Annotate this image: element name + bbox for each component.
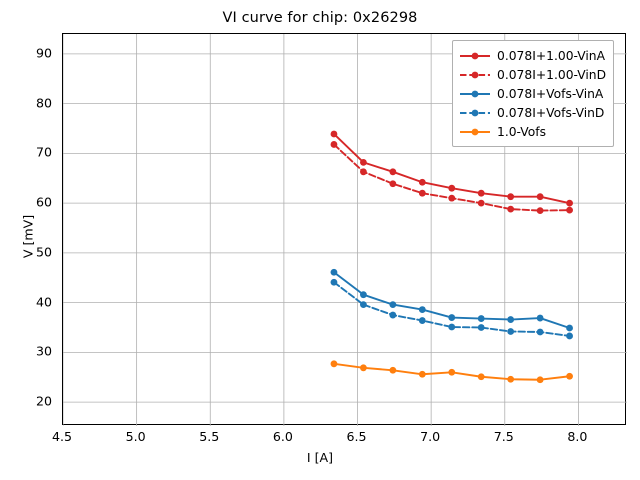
legend-label: 0.078I+Vofs-VinA — [497, 86, 604, 101]
data-point-marker — [477, 324, 485, 331]
x-axis-tick-label: 8.0 — [567, 429, 588, 444]
x-axis-tick-label: 5.5 — [199, 429, 220, 444]
data-point-marker — [360, 291, 367, 299]
x-axis-tick-label: 6.5 — [346, 429, 367, 444]
legend-item: 0.078I+1.00-VinD — [459, 65, 606, 84]
legend-swatch-icon — [459, 67, 491, 83]
y-axis-tick-label: 90 — [35, 45, 52, 61]
legend-item: 1.0-Vofs — [459, 122, 606, 141]
legend-item: 0.078I+Vofs-VinD — [459, 103, 606, 122]
data-point-marker — [360, 158, 367, 166]
data-point-marker — [536, 328, 544, 336]
data-point-marker — [418, 178, 426, 186]
data-point-marker — [477, 373, 485, 381]
plot-area — [62, 33, 627, 426]
y-axis-title: V [mV] — [20, 214, 36, 259]
data-point-marker — [507, 328, 515, 335]
plot-canvas — [63, 34, 627, 426]
chart-legend: 0.078I+1.00-VinA 0.078I+1.00-VinD 0.078I+V… — [452, 40, 615, 147]
data-point-marker — [507, 193, 515, 201]
legend-label: 1.0-Vofs — [497, 124, 546, 139]
data-point-marker — [330, 360, 338, 368]
x-axis-tick-label: 7.5 — [493, 429, 514, 444]
data-point-marker — [360, 168, 367, 176]
data-point-marker — [330, 278, 338, 286]
data-series — [330, 141, 573, 215]
data-point-marker — [360, 301, 367, 309]
data-point-marker — [566, 324, 573, 332]
legend-swatch-icon — [459, 86, 491, 102]
y-axis-tick-label: 40 — [35, 294, 52, 310]
data-point-marker — [566, 332, 573, 340]
data-series — [330, 360, 573, 384]
data-point-marker — [536, 314, 544, 322]
data-point-marker — [507, 205, 515, 213]
data-series-layer — [330, 130, 573, 384]
legend-item: 0.078I+1.00-VinA — [459, 46, 606, 65]
data-point-marker — [507, 316, 515, 323]
data-point-marker — [418, 317, 426, 324]
data-point-marker — [389, 168, 397, 176]
legend-swatch-icon — [459, 124, 491, 140]
data-point-marker — [389, 180, 397, 188]
data-series — [330, 130, 573, 207]
legend-item: 0.078I+Vofs-VinA — [459, 84, 606, 103]
legend-label: 0.078I+Vofs-VinD — [497, 105, 605, 120]
data-point-marker — [566, 206, 573, 214]
x-axis-tick-label: 4.5 — [51, 429, 73, 444]
legend-swatch-icon — [459, 105, 491, 121]
data-point-marker — [330, 141, 338, 148]
data-point-marker — [389, 301, 397, 309]
data-point-marker — [418, 306, 426, 313]
data-point-marker — [360, 364, 367, 372]
data-point-marker — [418, 189, 426, 197]
data-point-marker — [477, 199, 485, 207]
data-point-marker — [536, 193, 544, 201]
data-point-marker — [448, 368, 456, 376]
data-point-marker — [536, 207, 544, 215]
data-point-marker — [507, 375, 515, 383]
data-point-marker — [389, 366, 397, 374]
legend-swatch-icon — [459, 48, 491, 64]
x-axis-tick-label: 7.0 — [420, 429, 441, 444]
data-point-marker — [448, 323, 456, 331]
data-point-marker — [448, 194, 456, 202]
chart-title: VI curve for chip: 0x26298 — [222, 10, 418, 26]
data-point-marker — [566, 199, 573, 207]
x-axis-tick-label: 6.0 — [272, 429, 293, 444]
data-point-marker — [330, 268, 338, 276]
data-point-marker — [448, 314, 456, 321]
data-point-marker — [566, 372, 573, 380]
data-point-marker — [477, 315, 485, 322]
data-point-marker — [330, 130, 338, 138]
y-axis-tick-label: 80 — [35, 95, 52, 111]
x-axis-title: I [A] — [306, 450, 334, 465]
gridlines — [63, 34, 627, 426]
x-axis-tick-label: 5.0 — [125, 429, 146, 444]
data-point-marker — [448, 184, 456, 192]
legend-label: 0.078I+1.00-VinD — [497, 67, 607, 82]
y-axis-tick-label: 30 — [35, 343, 52, 359]
data-point-marker — [536, 376, 544, 384]
data-series — [330, 278, 573, 340]
data-point-marker — [418, 370, 426, 378]
data-point-marker — [477, 189, 485, 197]
y-axis-tick-label: 20 — [35, 393, 52, 409]
legend-label: 0.078I+1.00-VinA — [497, 48, 605, 63]
data-point-marker — [389, 311, 397, 319]
y-axis-tick-label: 70 — [35, 144, 52, 160]
data-series — [330, 268, 573, 332]
